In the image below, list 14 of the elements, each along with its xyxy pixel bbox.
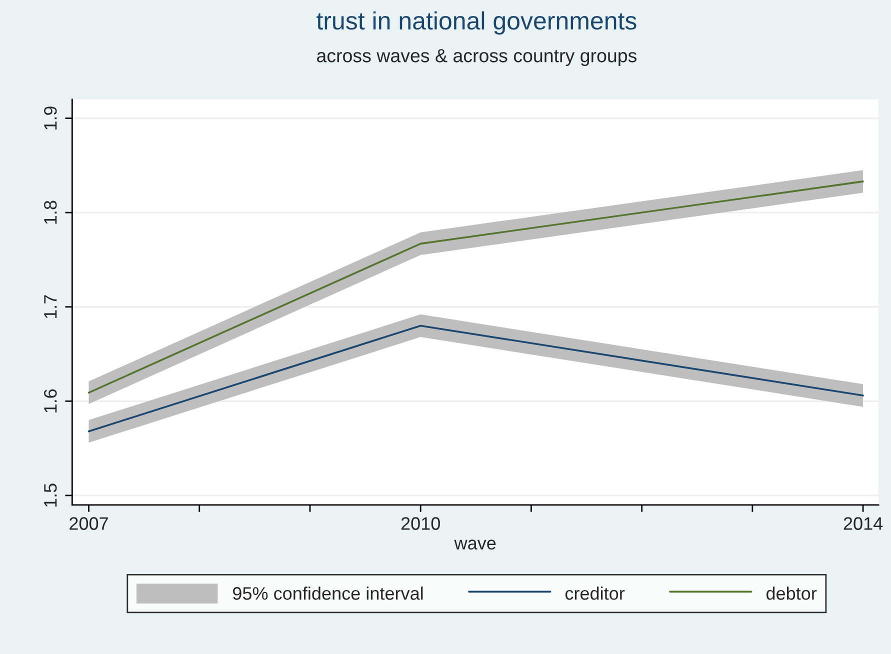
text: 95% confidence interval [233,586,423,600]
y-tick-label: 1.8 [44,200,57,224]
y-tick-label: 1.9 [44,106,57,130]
y-tick-label: 1.5 [44,484,57,507]
y-tick-label: 1.7 [44,295,57,318]
x-tick-label: 2007 [70,517,108,530]
x-tick-label: 2010 [401,517,440,530]
chart-title: trust in national governments [316,11,636,35]
x-tick-label: 2014 [844,517,883,530]
legend-label: debtor [766,586,817,600]
x-axis-title: wave [454,540,496,550]
chart-subtitle: across waves & across country groups [317,49,636,66]
y-tick-label: 1.6 [44,389,57,412]
legend-label: creditor [565,586,625,600]
